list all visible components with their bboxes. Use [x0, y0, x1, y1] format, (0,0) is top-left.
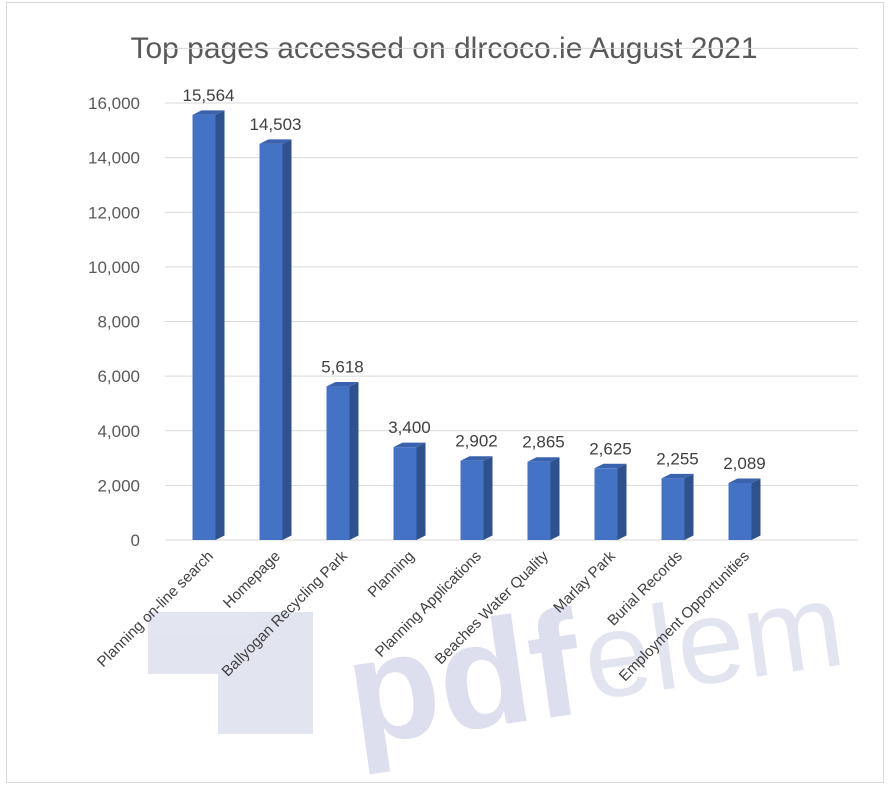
data-label: 2,255 [656, 449, 699, 468]
data-label: 5,618 [321, 358, 364, 377]
bar [594, 463, 627, 540]
data-label: 2,902 [455, 432, 498, 451]
data-label: 3,400 [388, 418, 431, 437]
y-tick-label: 6,000 [97, 367, 140, 386]
y-tick-label: 4,000 [97, 422, 140, 441]
bar [326, 382, 359, 540]
y-tick-label: 10,000 [88, 258, 140, 277]
y-tick-label: 8,000 [97, 313, 140, 332]
data-label: 14,503 [250, 115, 302, 134]
bar [460, 456, 493, 540]
bar [661, 473, 694, 540]
y-tick-label: 16,000 [88, 94, 140, 113]
y-tick-label: 2,000 [97, 476, 140, 495]
bar [728, 478, 761, 540]
bar [259, 139, 292, 540]
data-label: 2,089 [723, 454, 766, 473]
data-label: 15,564 [183, 86, 235, 105]
bar [527, 457, 560, 540]
y-tick-label: 0 [131, 531, 140, 550]
category-label: Planning [365, 548, 418, 601]
bar [393, 442, 426, 540]
y-tick-label: 12,000 [88, 203, 140, 222]
data-label: 2,865 [522, 433, 565, 452]
svg-text:pdf: pdf [336, 578, 591, 777]
category-label: Homepage [220, 548, 284, 612]
chart-frame [6, 2, 884, 783]
y-tick-label: 14,000 [88, 149, 140, 168]
bar [192, 110, 225, 540]
data-label: 2,625 [589, 439, 632, 458]
